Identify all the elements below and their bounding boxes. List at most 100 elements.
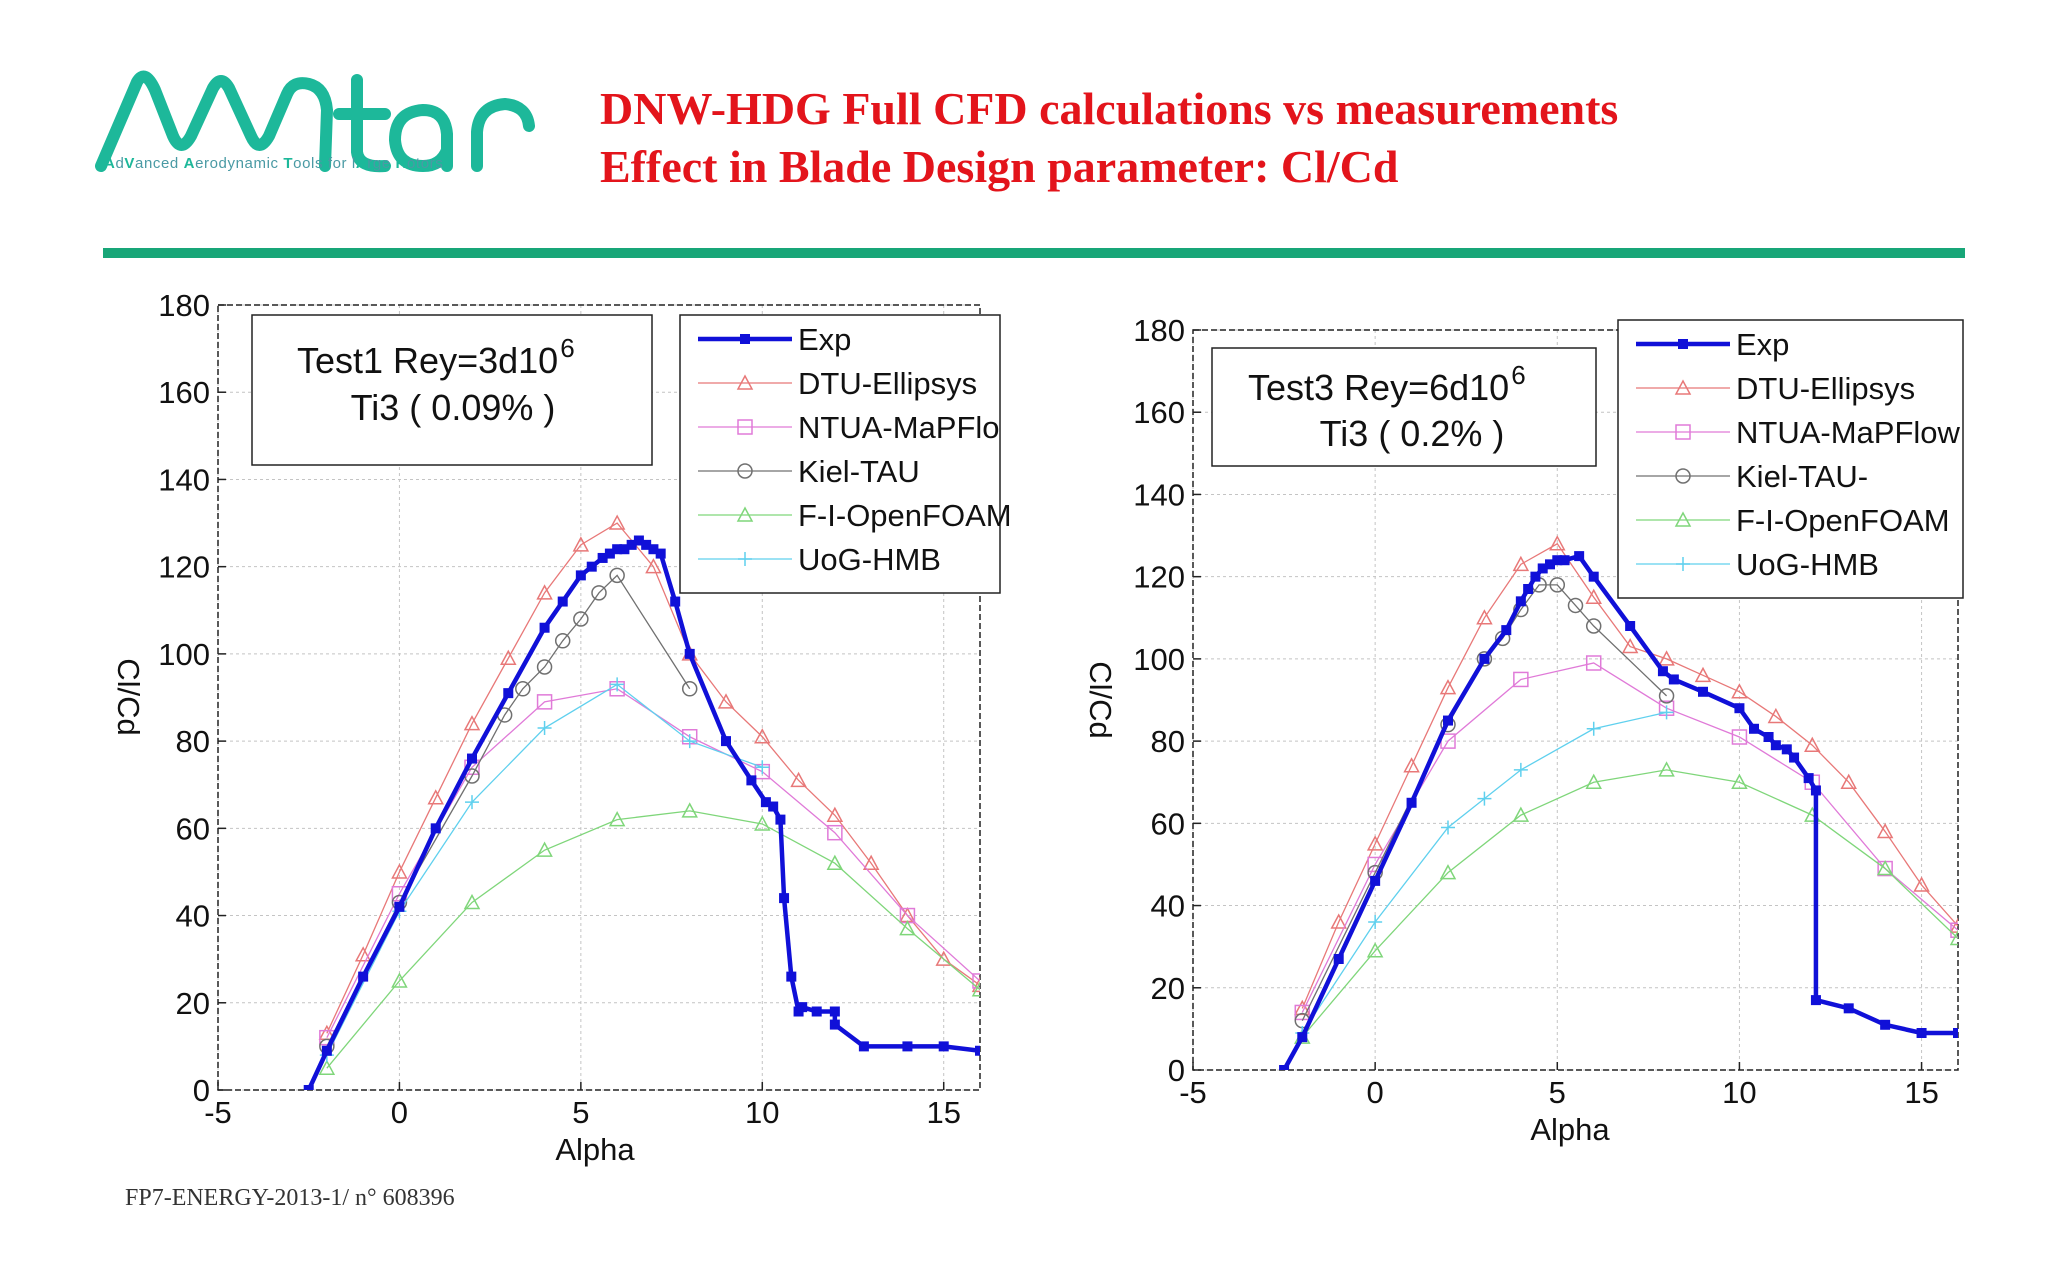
legend-label: Kiel-TAU- [1736,459,1868,494]
data-point [303,1085,314,1090]
data-point [1366,942,1384,958]
data-point [463,715,481,731]
data-point [1810,995,1821,1006]
legend-label: F-I-OpenFOAM [1736,503,1950,538]
legend-marker [1675,424,1691,440]
plot-frame [217,304,981,1091]
slide-title-line-1: DNW-HDG Full CFD calculations vs measure… [600,83,1619,134]
data-point [1476,609,1493,625]
data-point [1585,588,1602,604]
legend-entry: NTUA-MaPFlow [1636,415,1961,450]
data-point [1657,666,1668,677]
legend-box [679,314,1001,594]
data-point [608,811,626,827]
data-point [1953,1028,1958,1038]
data-point [827,824,843,841]
data-point [1770,740,1781,751]
data-point [463,893,481,910]
legend-label: NTUA-MaPFlow [1736,415,1961,450]
data-point [829,1019,840,1030]
data-point [1913,876,1930,892]
data-point [1441,820,1455,835]
data-point [971,981,980,997]
y-tick-label: 100 [1133,642,1185,677]
data-point [1840,773,1857,789]
data-point [427,789,444,805]
legend-entry: F-I-OpenFOAM [1636,503,1950,538]
x-axis-label: Alpha [555,1132,635,1167]
data-point [1658,650,1675,666]
data-point [754,815,771,831]
series-line [326,810,980,1069]
x-tick-label: -5 [1179,1075,1207,1110]
data-point [1585,618,1602,634]
data-point [1658,688,1675,704]
data-point [1552,555,1563,566]
data-point [1767,707,1785,724]
data-point [1916,1028,1927,1038]
data-point [1625,621,1636,631]
title-divider [103,248,1965,258]
data-point [1781,744,1792,755]
data-point [1749,723,1759,734]
series-line [1282,553,1958,1070]
legend-label: UoG-HMB [1736,547,1879,582]
data-point [645,558,662,574]
series-line [1301,662,1958,1013]
logo-subtitle: AdVanced Aerodynamic Tools for lArge Rot… [104,155,444,172]
data-point [760,797,771,808]
series-exp [1279,551,1958,1070]
data-point [1512,555,1530,572]
data-point [971,976,980,993]
data-point [391,972,408,988]
data-point [557,596,568,607]
legend-entry: Kiel-TAU- [1636,459,1868,494]
legend-marker [1678,339,1688,349]
data-point [604,548,615,559]
data-point [394,901,405,912]
data-point [609,567,625,584]
data-point [1530,571,1541,582]
slide-title-line-2: Effect in Blade Design parameter: Cl/Cd [600,141,1399,192]
series-f-i-openfoam [1294,761,1958,1044]
data-point [554,633,571,649]
data-point [858,1041,869,1052]
data-point [786,971,797,982]
series-line [1301,542,1958,1009]
series-line [1301,769,1958,1038]
data-point [1763,732,1774,742]
data-point [1734,703,1745,714]
annotation-superscript: 6 [560,333,574,363]
data-point [1950,922,1958,938]
data-point [1949,929,1958,946]
data-point [1513,762,1528,777]
data-point [1523,584,1534,594]
data-point [539,622,550,633]
data-point [1731,683,1748,699]
y-axis-label: Cl/Cd [111,658,146,736]
data-point [537,721,552,736]
y-tick-label: 20 [1151,971,1185,1006]
data-point [682,734,697,749]
data-point [899,920,916,936]
legend-marker [740,334,750,344]
legend-box [1617,319,1964,599]
data-point [721,736,731,747]
data-point [1668,674,1679,685]
data-point [1588,571,1599,582]
series-line [326,522,980,1034]
data-point [354,946,372,962]
annotation-line-2: Ti3 ( 0.2% ) [1320,413,1505,454]
annotation-line-1: Test1 Rey=3d10 [297,340,558,381]
data-point [500,649,517,665]
data-point [573,611,589,627]
data-point [746,775,757,786]
x-tick-label: 0 [391,1095,408,1130]
data-point [829,1006,840,1017]
legend-label: Exp [1736,327,1789,362]
y-tick-label: 60 [1151,806,1185,841]
data-point [681,802,698,818]
data-point [1297,1032,1308,1043]
y-tick-label: 160 [158,375,210,410]
